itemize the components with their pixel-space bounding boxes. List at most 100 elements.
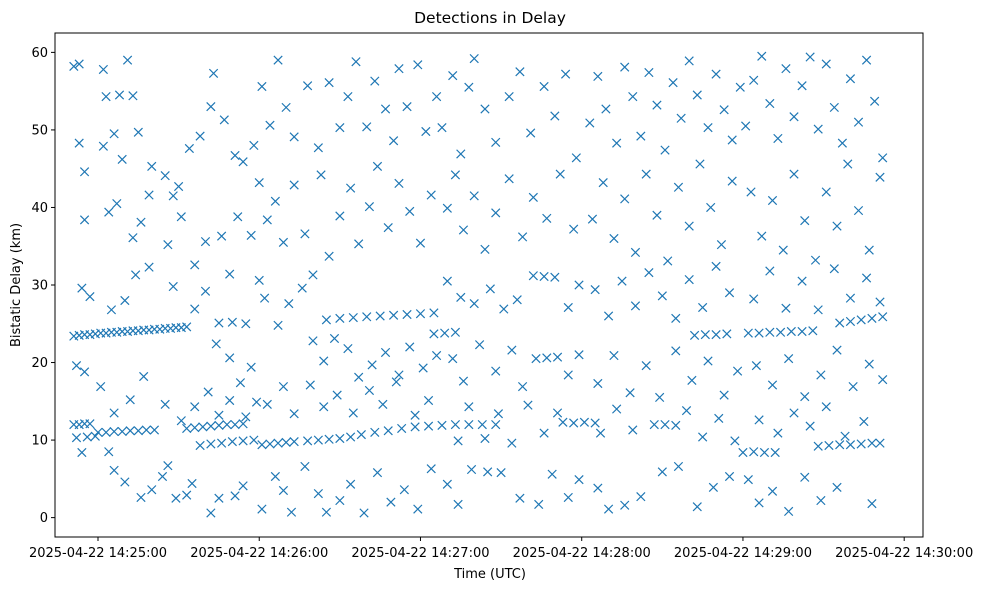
data-point (612, 138, 622, 148)
data-point (332, 390, 342, 400)
data-point (770, 447, 780, 458)
data-point (289, 180, 299, 190)
data-point (620, 62, 630, 72)
data-point (415, 238, 426, 248)
data-point (587, 214, 598, 224)
data-point (574, 280, 584, 290)
data-point (805, 52, 815, 62)
data-point (147, 485, 157, 495)
data-point (426, 190, 436, 200)
data-point (225, 269, 235, 279)
data-point (595, 428, 606, 438)
data-point (125, 426, 135, 436)
data-point (195, 440, 205, 451)
data-point (391, 377, 401, 387)
data-point (574, 350, 584, 360)
data-point (448, 71, 458, 81)
data-point (362, 312, 372, 322)
data-point (289, 409, 299, 419)
data-point (359, 508, 369, 518)
data-point (79, 367, 90, 377)
data-point (727, 135, 737, 145)
data-point (590, 418, 600, 428)
data-point (421, 126, 431, 137)
data-point (625, 388, 635, 398)
data-point (429, 308, 439, 318)
data-point (163, 240, 173, 250)
data-point (71, 361, 82, 371)
data-point (257, 504, 267, 514)
data-point (789, 112, 799, 122)
data-point (711, 69, 721, 79)
data-point (810, 255, 821, 265)
data-point (630, 301, 641, 311)
data-point (278, 237, 289, 247)
data-point (117, 426, 127, 437)
data-point (182, 423, 192, 434)
data-point (319, 356, 329, 366)
data-point (663, 256, 673, 266)
data-point (708, 482, 719, 492)
data-point (348, 408, 358, 418)
data-point (641, 361, 651, 371)
data-point (458, 225, 469, 235)
data-point (324, 78, 334, 88)
data-point (442, 276, 452, 286)
data-point (388, 136, 399, 146)
data-point (96, 381, 106, 392)
data-point (139, 371, 149, 382)
data-point (714, 413, 724, 423)
data-point (676, 113, 686, 123)
data-point (410, 422, 420, 432)
data-point (765, 98, 775, 109)
data-point (878, 153, 888, 163)
data-point (71, 433, 82, 443)
chart-title: Detections in Delay (414, 9, 566, 27)
data-point (496, 468, 506, 478)
data-point (539, 428, 549, 438)
data-point (797, 326, 807, 337)
data-point (168, 281, 178, 292)
data-point (375, 311, 385, 321)
data-point (491, 419, 501, 430)
data-point (163, 461, 173, 471)
data-point (695, 159, 705, 169)
data-point (722, 329, 732, 339)
data-point (206, 102, 216, 112)
data-point (238, 157, 248, 167)
data-point (477, 419, 487, 430)
data-point (182, 322, 192, 332)
data-point (821, 59, 831, 69)
data-point (856, 439, 866, 449)
data-point (493, 409, 504, 419)
data-point (114, 90, 125, 100)
data-point (437, 420, 447, 430)
data-point (82, 432, 92, 442)
data-point (364, 385, 375, 396)
data-point (716, 240, 727, 250)
data-point (813, 305, 823, 315)
data-point (767, 195, 778, 206)
data-point (431, 350, 442, 361)
data-point (278, 381, 289, 392)
data-point (609, 233, 619, 244)
data-point (743, 474, 753, 485)
data-point (703, 356, 713, 366)
data-point (423, 395, 434, 406)
data-point (235, 378, 246, 388)
data-point (724, 288, 735, 298)
data-point (805, 421, 815, 431)
data-point (308, 270, 318, 280)
x-axis-label: Time (UTC) (453, 567, 526, 582)
data-point (133, 127, 143, 137)
data-point (302, 436, 313, 446)
data-point (829, 102, 839, 113)
data-point (628, 425, 638, 435)
data-point (415, 309, 426, 319)
data-point (321, 507, 332, 517)
data-point (644, 67, 654, 78)
data-point (273, 55, 283, 65)
data-point (550, 111, 560, 121)
data-point (383, 426, 393, 436)
